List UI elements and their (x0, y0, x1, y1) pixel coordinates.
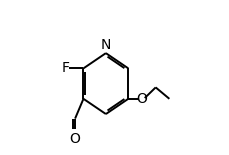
Text: F: F (62, 61, 70, 75)
Text: O: O (136, 92, 147, 106)
Text: N: N (100, 38, 111, 52)
Text: O: O (69, 132, 80, 146)
